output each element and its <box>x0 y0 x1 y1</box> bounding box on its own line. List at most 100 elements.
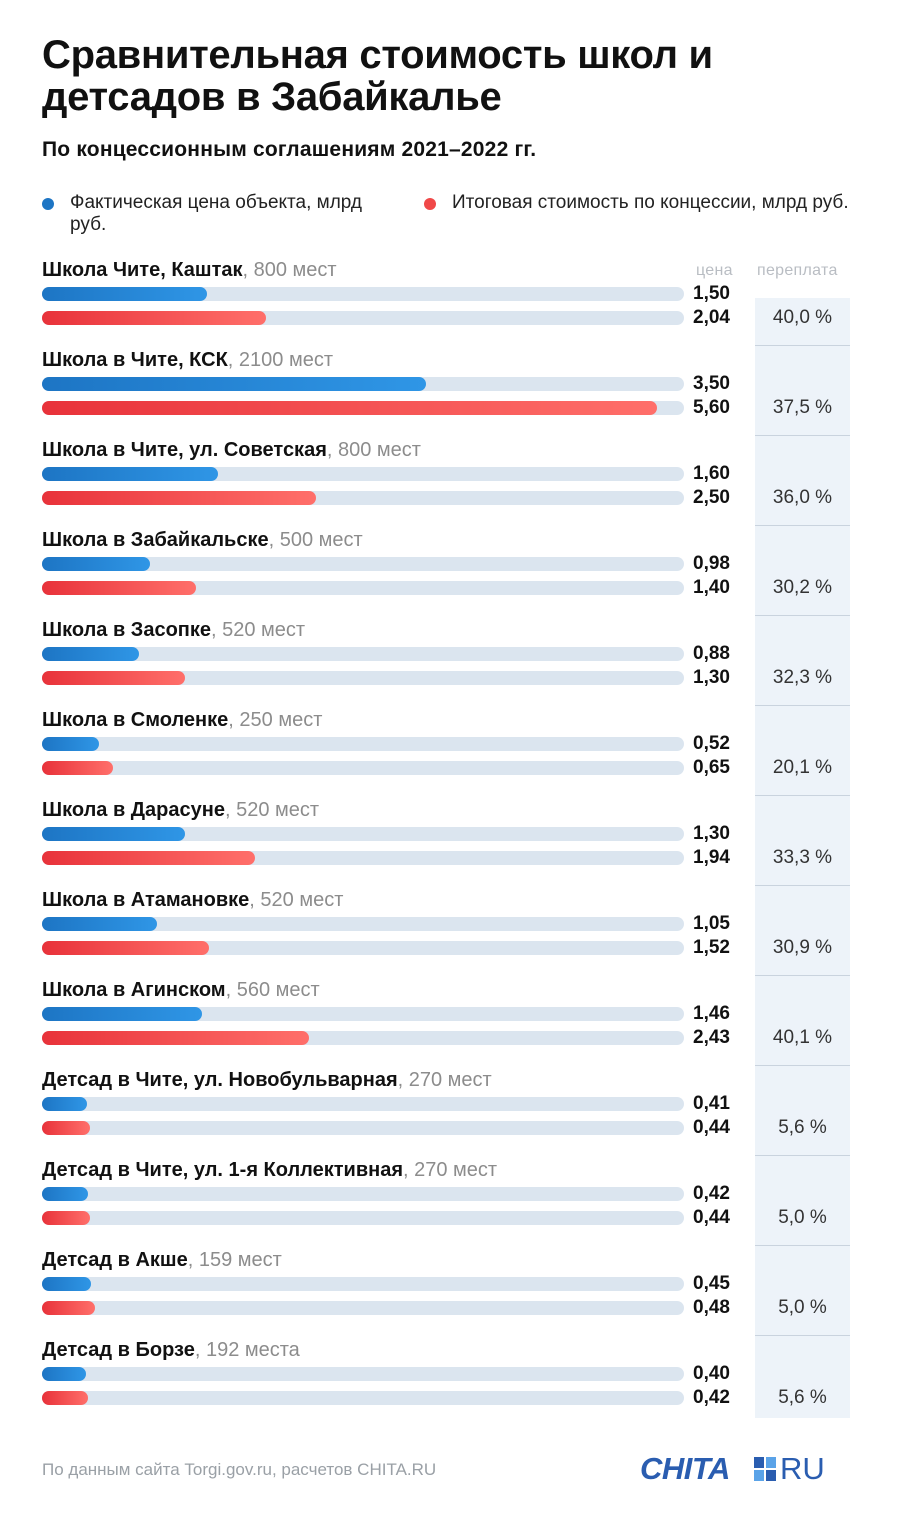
bar-track <box>42 1187 684 1201</box>
bar-total-cost <box>42 941 209 955</box>
bar-total-cost <box>42 761 113 775</box>
row-title: Школа в Чите, ул. Советская, 800 мест <box>42 438 421 462</box>
category-label: Школа в Засопке <box>42 619 212 641</box>
value-label-total: 2,50 <box>693 487 730 508</box>
bar-total-cost <box>42 671 185 685</box>
bar-track <box>42 1097 684 1111</box>
category-label: Школа в Чите, ул. Советская <box>42 439 327 461</box>
capacity-label: , 800 мест <box>326 439 421 461</box>
value-label-total: 1,52 <box>693 937 730 958</box>
capacity-label: , 520 мест <box>224 799 320 821</box>
legend-dot-red-icon <box>424 198 436 210</box>
row-title: Школа в Дарасуне, 520 мест <box>42 798 319 822</box>
bar-actual-price <box>42 1097 87 1111</box>
category-label: Школа Чите, Каштак <box>42 259 243 281</box>
row-title: Школа в Агинском, 560 мест <box>42 978 320 1002</box>
capacity-label: , 500 мест <box>268 529 363 551</box>
bar-actual-price <box>42 827 185 841</box>
bar-actual-price <box>42 377 426 391</box>
row-separator <box>755 615 850 616</box>
chita-ru-logo: CHITA RU <box>640 1453 860 1485</box>
category-label: Детсад в Чите, ул. 1-я Коллективная <box>42 1159 404 1181</box>
bar-total-cost <box>42 1031 309 1045</box>
value-label-actual: 0,98 <box>693 553 730 574</box>
value-label-total: 1,30 <box>693 667 730 688</box>
row-separator <box>755 795 850 796</box>
bar-actual-price <box>42 1187 88 1201</box>
legend-dot-blue-icon <box>42 198 54 210</box>
row-separator <box>755 705 850 706</box>
value-label-total: 0,44 <box>693 1207 730 1228</box>
bar-total-cost <box>42 851 255 865</box>
chart-row: Детсад в Чите, ул. 1-я Коллективная, 270… <box>0 1158 900 1248</box>
chart-row: Школа в Атамановке, 520 мест 1,05 1,52 30,9… <box>0 888 900 978</box>
capacity-label: , 2100 мест <box>227 349 333 371</box>
page-subtitle: По концессионным соглашениям 2021–2022 г… <box>42 138 537 161</box>
overpay-label: 33,3 % <box>772 847 833 868</box>
logo-text-chita: CHITA <box>640 1451 730 1486</box>
row-title: Детсад в Акше, 159 мест <box>42 1248 282 1272</box>
value-label-actual: 0,45 <box>693 1273 730 1294</box>
row-title: Детсад в Борзе, 192 места <box>42 1338 300 1362</box>
bar-track <box>42 401 684 415</box>
value-label-actual: 3,50 <box>693 373 730 394</box>
bar-track <box>42 287 684 301</box>
capacity-label: , 270 мест <box>397 1069 492 1091</box>
chart-row: Детсад в Акше, 159 мест 0,45 0,48 5,0 % <box>0 1248 900 1338</box>
value-label-actual: 0,52 <box>693 733 730 754</box>
bar-track <box>42 581 684 595</box>
overpay-label: 32,3 % <box>772 667 833 688</box>
capacity-label: , 159 мест <box>187 1249 282 1271</box>
value-label-actual: 1,05 <box>693 913 730 934</box>
overpay-label: 30,9 % <box>772 937 833 958</box>
capacity-label: , 520 мест <box>249 889 344 911</box>
legend-label-actual: Фактическая цена объекта, млрд руб. <box>70 192 363 235</box>
row-title: Школа в Атамановке, 520 мест <box>42 888 343 912</box>
capacity-label: , 800 мест <box>242 259 337 281</box>
bar-actual-price <box>42 1277 91 1291</box>
value-label-total: 0,48 <box>693 1297 730 1318</box>
bar-total-cost <box>42 1211 90 1225</box>
overpay-label: 5,0 % <box>778 1207 827 1228</box>
bar-actual-price <box>42 1007 202 1021</box>
bar-track <box>42 827 684 841</box>
category-label: Детсад в Борзе <box>42 1339 195 1361</box>
overpay-label: 40,0 % <box>772 307 833 328</box>
row-separator <box>755 345 850 346</box>
bar-total-cost <box>42 491 316 505</box>
bar-track <box>42 1211 684 1225</box>
bar-total-cost <box>42 401 657 415</box>
row-separator <box>755 885 850 886</box>
value-label-total: 0,42 <box>693 1387 730 1408</box>
value-label-total: 1,40 <box>693 577 730 598</box>
bar-track <box>42 737 684 751</box>
bar-track <box>42 557 684 571</box>
row-separator <box>755 435 850 436</box>
category-label: Школа в Смоленке <box>42 709 229 731</box>
capacity-label: , 250 мест <box>228 709 323 731</box>
value-label-actual: 0,88 <box>693 643 730 664</box>
value-label-actual: 1,30 <box>693 823 730 844</box>
value-label-total: 0,65 <box>693 757 730 778</box>
bar-track <box>42 467 684 481</box>
row-separator <box>755 1335 850 1336</box>
row-title: Детсад в Чите, ул. Новобульварная, 270 м… <box>42 1068 492 1092</box>
logo-squares-icon <box>754 1457 776 1481</box>
bar-total-cost <box>42 311 266 325</box>
category-label: Школа в Дарасуне <box>42 799 225 821</box>
capacity-label: , 192 места <box>194 1339 300 1361</box>
bar-track <box>42 647 684 661</box>
value-label-actual: 0,41 <box>693 1093 730 1114</box>
overpay-label: 37,5 % <box>772 397 833 418</box>
bar-actual-price <box>42 467 218 481</box>
bar-track <box>42 671 684 685</box>
page-title: Сравнительная стоимость школ и детсадов … <box>42 33 713 119</box>
chart-row: Школа в Агинском, 560 мест 1,46 2,43 40,1 % <box>0 978 900 1068</box>
chart-row: Школа Чите, Каштак, 800 мест 1,50 2,04 40,0… <box>0 258 900 348</box>
overpay-label: 5,6 % <box>778 1117 827 1138</box>
bar-track <box>42 1391 684 1405</box>
overpay-label: 5,0 % <box>778 1297 827 1318</box>
column-header-overpay: переплата <box>757 262 838 279</box>
row-separator <box>755 1155 850 1156</box>
row-title: Школа в Смоленке, 250 мест <box>42 708 322 732</box>
